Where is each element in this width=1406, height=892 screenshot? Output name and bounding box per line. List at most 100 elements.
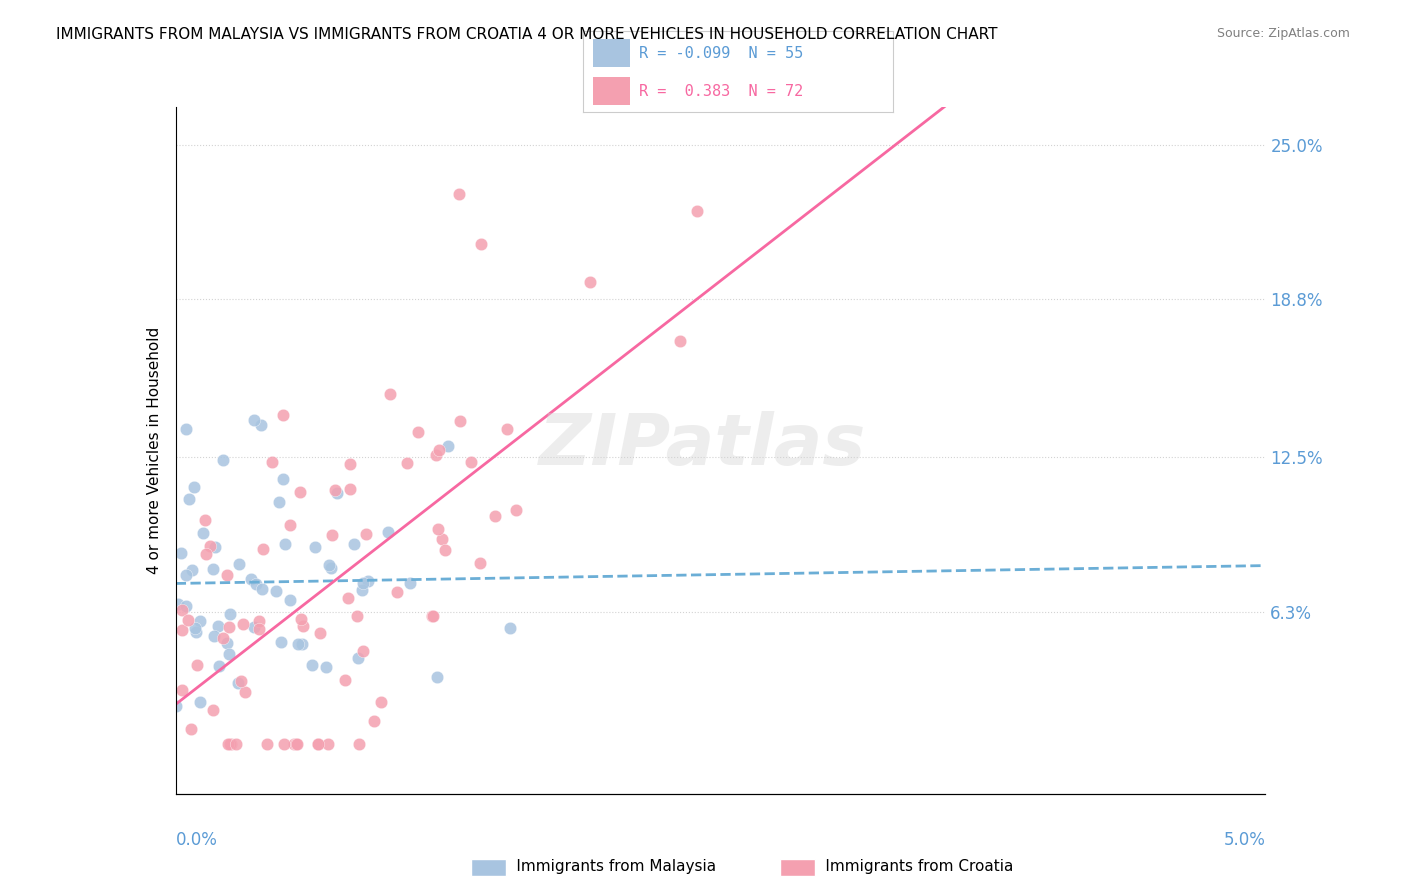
Point (470, 556, 492, 570)
Point (346, 608, 368, 623)
Point (460, 455, 482, 469)
Point (195, 547, 218, 561)
Point (202, 703, 225, 717)
Point (243, 413, 266, 427)
Point (352, 643, 374, 657)
Point (184, 621, 207, 635)
Text: Immigrants from Croatia: Immigrants from Croatia (801, 859, 1014, 874)
Point (579, 275, 602, 289)
Point (235, 685, 257, 699)
Point (183, 480, 205, 494)
Text: Source: ZipAtlas.com: Source: ZipAtlas.com (1216, 27, 1350, 40)
Point (318, 558, 340, 573)
Point (219, 737, 242, 751)
Point (174, 599, 197, 614)
Point (325, 486, 347, 500)
Point (198, 539, 221, 553)
Point (247, 614, 270, 628)
Point (339, 483, 361, 497)
Point (352, 575, 374, 590)
Point (271, 408, 294, 422)
Point (669, 334, 692, 349)
Point (363, 714, 385, 728)
Point (208, 658, 231, 673)
Point (229, 674, 252, 689)
Point (256, 737, 278, 751)
Point (267, 495, 290, 509)
Point (170, 546, 193, 560)
Point (215, 635, 238, 649)
Text: R = -0.099  N = 55: R = -0.099 N = 55 (640, 46, 803, 62)
Point (343, 537, 366, 551)
Point (433, 543, 456, 558)
Point (352, 582, 374, 597)
Point (207, 619, 229, 633)
Point (333, 673, 356, 687)
Point (176, 567, 198, 582)
Point (291, 637, 314, 651)
Point (290, 485, 312, 500)
Point (425, 670, 447, 684)
Point (408, 425, 430, 439)
Point (274, 537, 297, 551)
Point (285, 737, 308, 751)
Point (321, 528, 343, 542)
Point (278, 518, 301, 533)
Point (377, 524, 399, 539)
Point (250, 418, 273, 433)
Point (172, 682, 194, 697)
Point (194, 513, 217, 527)
Point (357, 574, 380, 588)
Point (427, 443, 450, 458)
Point (174, 422, 197, 436)
Point (307, 737, 329, 751)
Point (202, 629, 225, 643)
Point (339, 457, 361, 471)
Point (686, 203, 709, 218)
Text: 0.0%: 0.0% (176, 831, 218, 849)
Point (484, 508, 506, 523)
Point (219, 607, 242, 622)
Point (301, 657, 323, 672)
Point (247, 622, 270, 636)
Point (399, 576, 422, 591)
Y-axis label: 4 or more Vehicles in Household: 4 or more Vehicles in Household (146, 326, 162, 574)
Point (336, 591, 359, 605)
Point (172, 623, 194, 637)
Point (271, 472, 294, 486)
Point (385, 585, 408, 599)
Point (252, 541, 274, 556)
Point (430, 533, 453, 547)
Point (427, 522, 450, 536)
FancyBboxPatch shape (593, 39, 630, 68)
Point (347, 737, 370, 751)
Point (219, 737, 242, 751)
Point (315, 659, 337, 673)
Point (420, 608, 443, 623)
Point (395, 456, 418, 470)
Point (212, 632, 235, 646)
Point (215, 568, 238, 582)
Point (212, 452, 235, 467)
Point (354, 527, 377, 541)
Point (470, 237, 492, 252)
Point (370, 695, 392, 709)
Point (287, 637, 309, 651)
FancyBboxPatch shape (593, 77, 630, 105)
Point (316, 737, 339, 751)
Point (307, 737, 329, 751)
Text: ZIPatlas: ZIPatlas (540, 411, 866, 481)
FancyBboxPatch shape (780, 858, 815, 876)
Point (304, 540, 326, 554)
Point (262, 454, 284, 468)
Point (167, 597, 190, 611)
Point (283, 737, 305, 751)
Text: IMMIGRANTS FROM MALAYSIA VS IMMIGRANTS FROM CROATIA 4 OR MORE VEHICLES IN HOUSEH: IMMIGRANTS FROM MALAYSIA VS IMMIGRANTS F… (56, 27, 998, 42)
Point (284, 737, 307, 751)
Point (447, 187, 470, 202)
Point (204, 541, 226, 555)
Point (449, 414, 471, 428)
Point (243, 619, 266, 633)
Text: Immigrants from Malaysia: Immigrants from Malaysia (492, 859, 716, 874)
Point (264, 584, 287, 599)
